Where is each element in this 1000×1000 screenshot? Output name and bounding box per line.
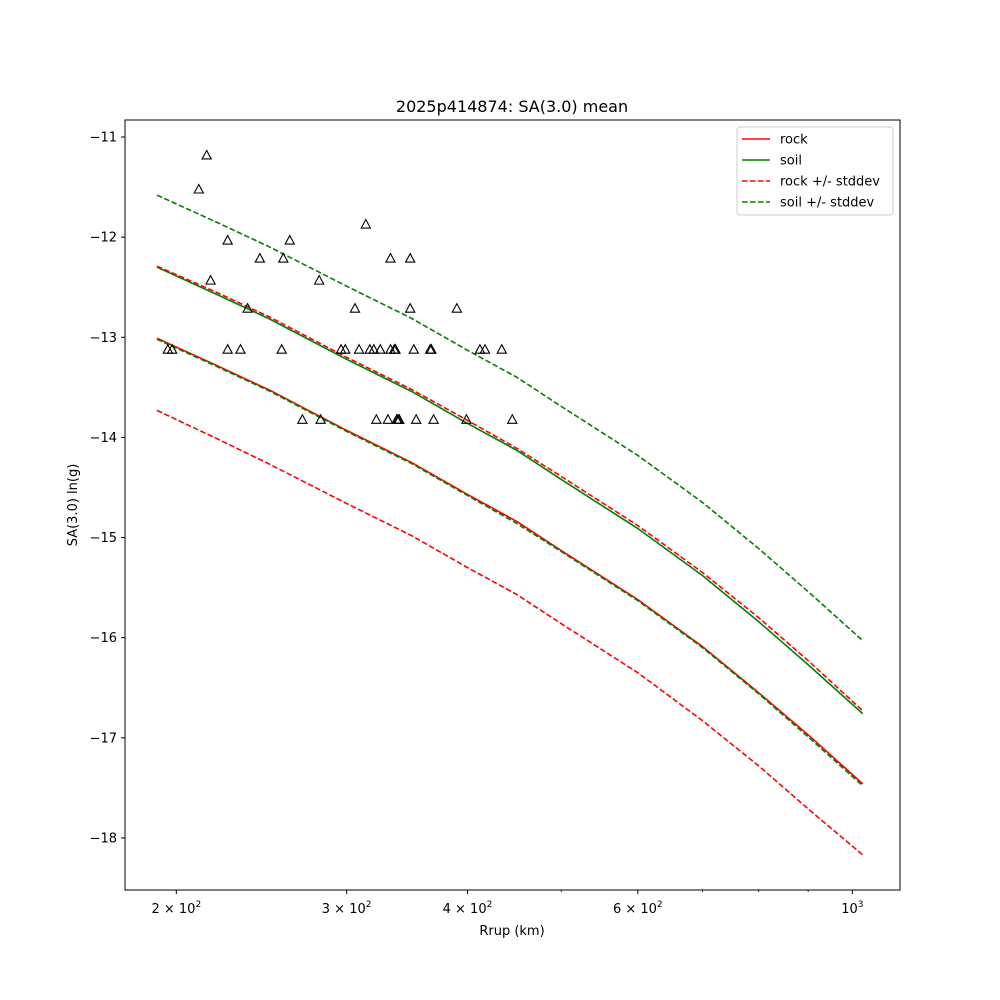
observation-point — [222, 234, 234, 245]
x-tick-label: 2 × 102 — [151, 900, 201, 917]
chart-title: 2025p414874: SA(3.0) mean — [396, 97, 628, 116]
legend-label: soil +/- stddev — [780, 196, 875, 211]
observation-point — [496, 343, 508, 354]
series-line-4 — [156, 409, 864, 856]
observation-point — [193, 183, 205, 194]
observation-point — [313, 274, 325, 285]
observation-point — [410, 413, 422, 424]
observation-point — [277, 252, 289, 263]
observation-point — [339, 343, 351, 354]
y-tick-label: −12 — [90, 231, 117, 246]
y-tick-label: −11 — [90, 131, 117, 146]
observation-point — [349, 302, 361, 313]
legend-box — [736, 126, 894, 216]
series-line-3 — [156, 265, 864, 712]
observation-point — [404, 302, 416, 313]
observation-point — [404, 252, 416, 263]
series-line-6 — [156, 338, 864, 787]
observation-point — [166, 343, 178, 354]
series-line-5 — [156, 194, 864, 642]
observation-point — [368, 343, 380, 354]
observation-point — [222, 343, 234, 354]
legend: rock soil rock +/- stddev soil +/- stddev — [736, 126, 894, 216]
observation-point — [460, 413, 472, 424]
axis-ticks: −11 −12 −13 −14 −15 −16 −17 −18 2 × 102 3 × 102 4 … — [90, 131, 864, 917]
observation-point — [382, 413, 394, 424]
y-tick-label: −17 — [90, 731, 117, 746]
observation-point — [201, 149, 213, 160]
observation-point — [370, 413, 382, 424]
plot-area — [156, 149, 864, 856]
observation-point — [296, 413, 308, 424]
observation-point — [506, 413, 518, 424]
observation-point — [428, 413, 440, 424]
observation-point — [389, 343, 402, 354]
legend-label: rock +/- stddev — [780, 175, 880, 190]
y-tick-label: −15 — [90, 531, 117, 546]
legend-label: rock — [780, 133, 808, 148]
y-axis-title: SA(3.0) ln(g) — [66, 464, 81, 547]
observation-point — [360, 218, 372, 229]
x-tick-label: 4 × 102 — [443, 900, 493, 917]
observation-point — [408, 343, 420, 354]
x-tick-label: 6 × 102 — [613, 900, 663, 917]
observation-point — [479, 343, 491, 354]
observation-point — [254, 252, 266, 263]
observation-point — [234, 343, 246, 354]
observation-point — [205, 274, 217, 285]
series-line-2 — [156, 266, 864, 715]
legend-label: soil — [780, 154, 802, 169]
observation-point — [425, 343, 437, 354]
observation-point — [384, 252, 397, 263]
axes-frame — [124, 119, 901, 891]
observation-point — [242, 302, 254, 313]
y-tick-label: −18 — [90, 831, 117, 846]
y-tick-label: −13 — [90, 331, 117, 346]
x-tick-label: 3 × 102 — [322, 900, 372, 917]
observation-point — [393, 413, 405, 424]
observation-point — [353, 343, 365, 354]
observation-point — [315, 413, 327, 424]
observation-point — [374, 343, 386, 354]
y-tick-label: −16 — [90, 631, 117, 646]
observation-point — [276, 343, 288, 354]
y-tick-label: −14 — [90, 431, 117, 446]
observation-point — [284, 234, 296, 245]
observation-point — [451, 302, 463, 313]
x-axis-title: Rrup (km) — [479, 924, 544, 939]
